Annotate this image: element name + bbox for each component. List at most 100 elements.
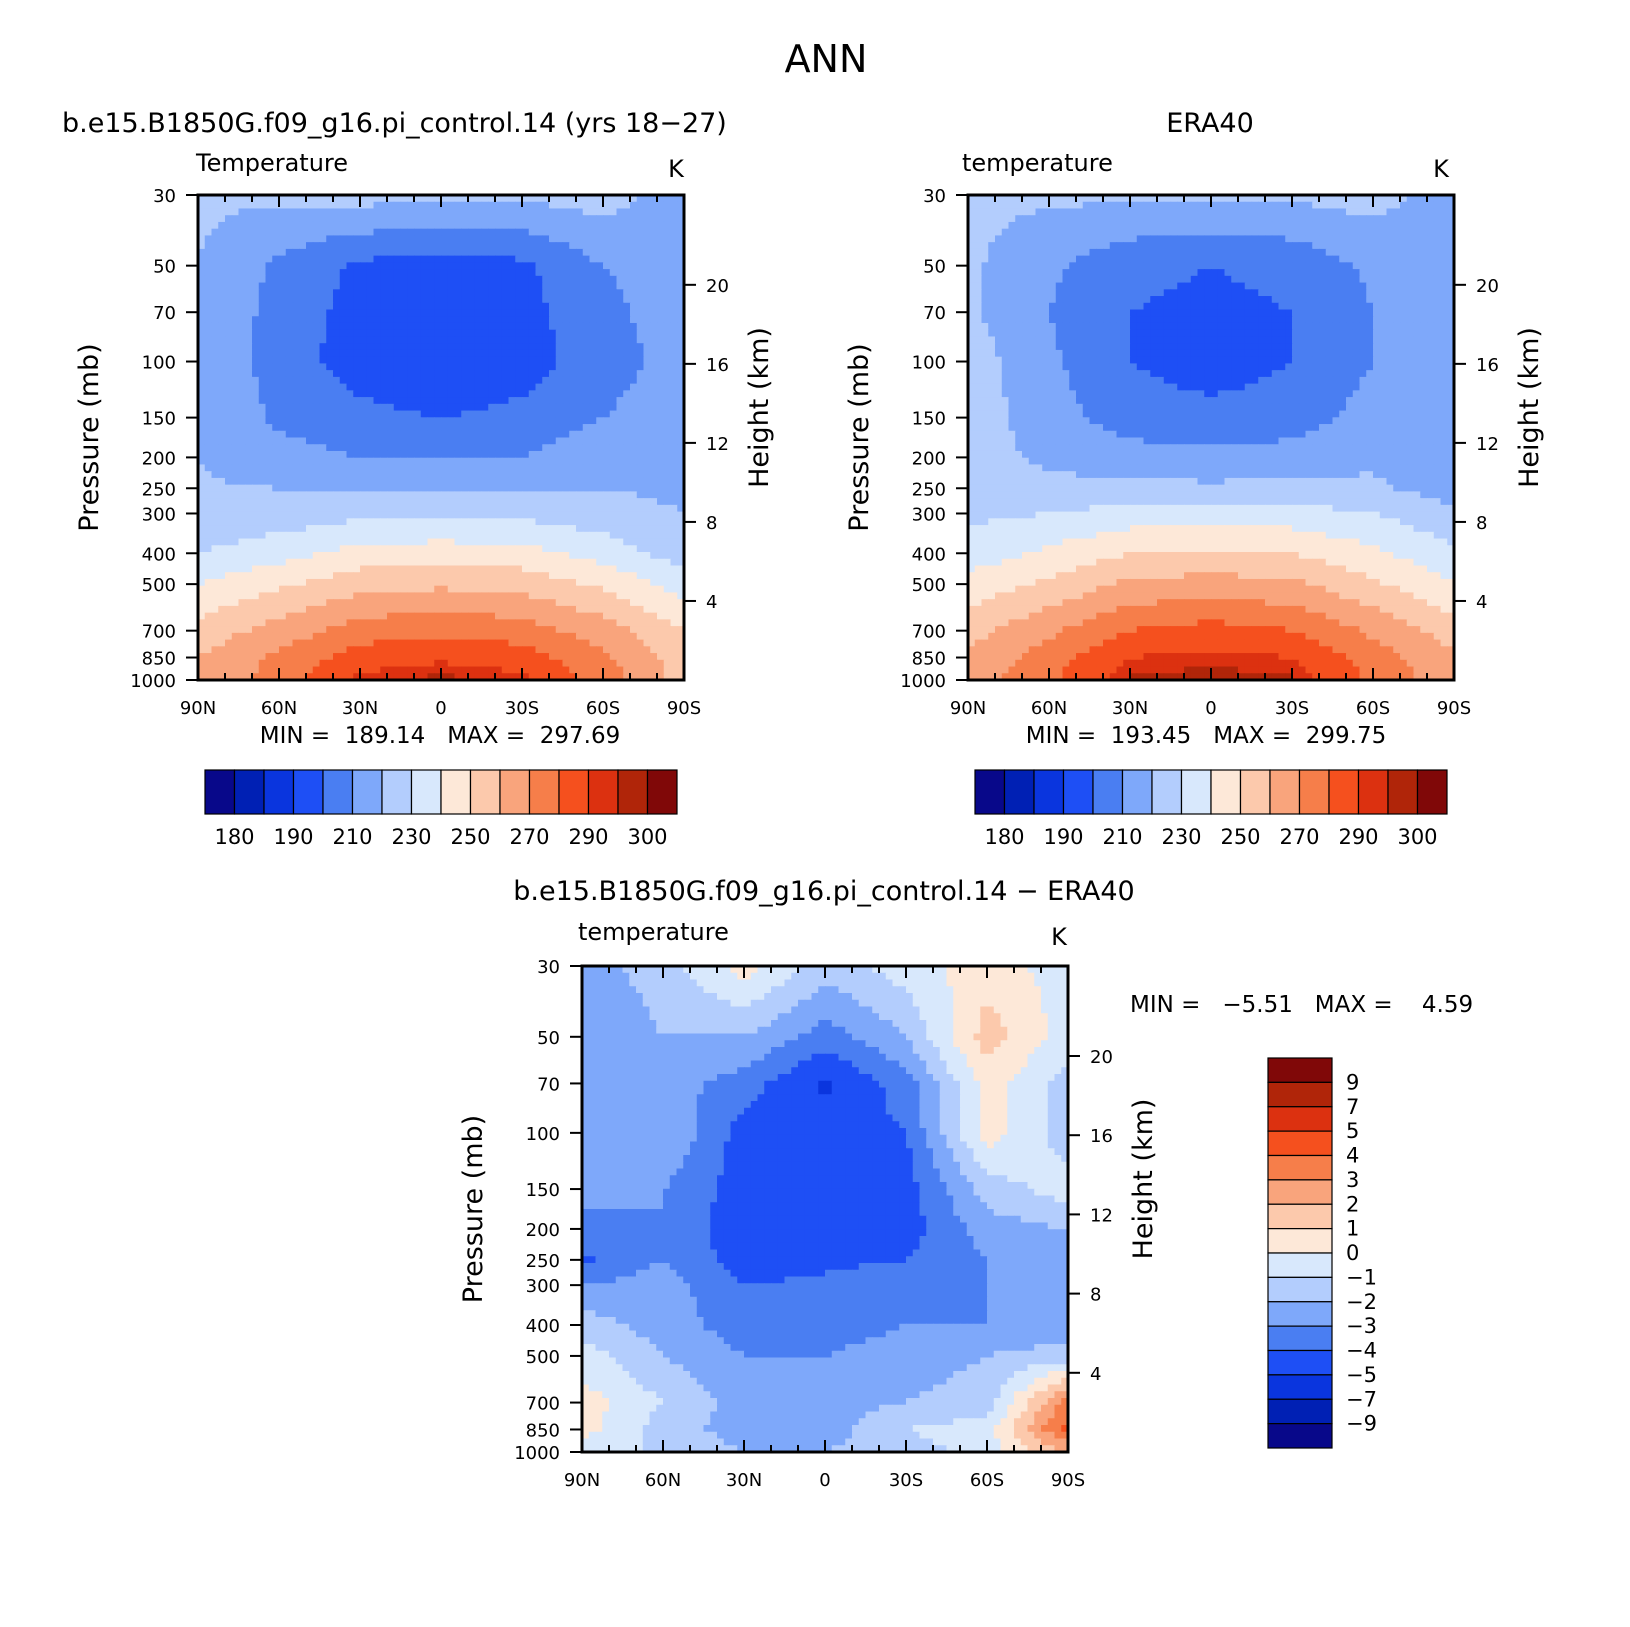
contour-cell: [461, 322, 469, 331]
contour-cell: [522, 363, 530, 371]
contour-cell: [319, 329, 327, 338]
contour-cell: [508, 531, 516, 540]
contour-cell: [211, 316, 219, 324]
contour-cell: [380, 484, 388, 492]
contour-cell: [198, 511, 206, 519]
contour-cell: [393, 572, 402, 580]
contour-cell: [238, 511, 246, 519]
contour-cell: [447, 545, 456, 553]
contour-cell: [481, 336, 489, 344]
contour-cell: [528, 646, 537, 654]
contour-cell: [360, 437, 368, 445]
contour-cell: [515, 538, 523, 546]
contour-cell: [353, 282, 361, 290]
contour-cell: [434, 599, 442, 607]
contour-cell: [265, 322, 273, 331]
contour-cell: [468, 477, 476, 486]
contour-cell: [258, 639, 267, 647]
contour-cell: [609, 269, 618, 277]
contour-cell: [522, 309, 530, 317]
contour-cell: [414, 444, 422, 452]
contour-cell: [285, 518, 294, 526]
contour-cell: [596, 269, 604, 277]
contour-cell: [238, 518, 246, 526]
contour-cell: [657, 578, 665, 587]
contour-cell: [481, 221, 489, 230]
contour-cell: [616, 255, 624, 263]
contour-cell: [299, 410, 307, 418]
contour-cell: [447, 417, 456, 425]
contour-cell: [326, 626, 334, 634]
contour-cell: [252, 653, 260, 661]
contour-cell: [373, 255, 381, 263]
contour-cell: [643, 228, 651, 237]
contour-cell: [434, 578, 442, 587]
contour-cell: [414, 349, 422, 358]
contour-cell: [657, 484, 665, 492]
contour-cell: [319, 248, 327, 257]
contour-cell: [522, 208, 530, 216]
contour-cell: [589, 201, 597, 210]
contour-cell: [481, 592, 489, 600]
contour-cell: [265, 242, 273, 250]
contour-cell: [393, 403, 402, 412]
contour-cell: [393, 269, 402, 277]
contour-cell: [265, 619, 273, 627]
contour-cell: [393, 498, 402, 506]
contour-cell: [225, 343, 233, 351]
contour-cell: [609, 195, 618, 203]
contour-cell: [272, 383, 280, 391]
contour-cell: [643, 343, 651, 351]
contour-cell: [596, 343, 604, 351]
contour-cell: [468, 592, 476, 600]
contour-cell: [339, 511, 348, 519]
contour-cell: [252, 215, 260, 223]
contour-cell: [258, 538, 267, 546]
contour-cell: [643, 619, 651, 627]
contour-cell: [495, 343, 503, 351]
contour-cell: [407, 552, 415, 560]
contour-cell: [657, 349, 665, 358]
contour-cell: [400, 612, 408, 620]
contour-cell: [623, 383, 631, 391]
contour-cell: [670, 437, 678, 445]
contour-cell: [528, 585, 537, 594]
contour-cell: [474, 612, 483, 620]
contour-cell: [501, 383, 510, 391]
contour-cell: [252, 336, 260, 344]
contour-cell: [272, 296, 280, 304]
contour-cell: [319, 605, 327, 614]
contour-cell: [596, 309, 604, 317]
contour-cell: [427, 275, 435, 284]
contour-cell: [427, 585, 435, 594]
contour-cell: [339, 282, 348, 290]
contour-cell: [279, 262, 287, 270]
contour-cell: [549, 343, 557, 351]
contour-cell: [630, 349, 638, 358]
contour-cell: [299, 296, 307, 304]
contour-cell: [596, 578, 604, 587]
contour-cell: [319, 511, 327, 519]
contour-cell: [454, 585, 462, 594]
contour-cell: [495, 498, 503, 506]
contour-cell: [495, 619, 503, 627]
contour-cell: [427, 370, 435, 378]
contour-cell: [522, 565, 530, 573]
contour-cell: [677, 248, 685, 257]
contour-cell: [508, 511, 516, 519]
contour-cell: [252, 282, 260, 290]
contour-cell: [447, 242, 456, 250]
contour-cell: [582, 363, 591, 371]
contour-cell: [603, 653, 611, 661]
contour-cell: [279, 403, 287, 412]
contour-cell: [238, 417, 246, 425]
contour-cell: [528, 572, 537, 580]
contour-cell: [285, 383, 294, 391]
contour-cell: [481, 329, 489, 338]
contour-cell: [542, 349, 550, 358]
contour-cell: [609, 531, 618, 540]
contour-cell: [589, 302, 597, 311]
contour-cell: [474, 255, 483, 263]
contour-cell: [312, 619, 321, 627]
contour-cell: [225, 565, 233, 573]
